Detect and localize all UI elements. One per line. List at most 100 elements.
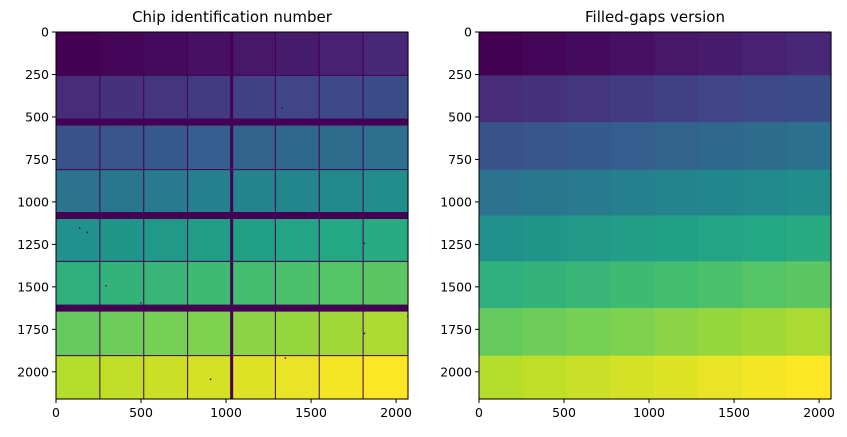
chip-cell (742, 308, 787, 357)
chip-cell (319, 355, 364, 400)
chip-cell (275, 308, 320, 357)
chip-id-title: Chip identification number (132, 8, 333, 26)
chip-cell (479, 75, 524, 123)
chip-cell (231, 75, 276, 123)
chip-cell (56, 32, 101, 76)
chip-cell (654, 75, 699, 123)
chip-cell (143, 75, 189, 123)
y-tick-label: 0 (464, 25, 472, 40)
chip-cell (786, 215, 832, 262)
chip-cell (698, 308, 743, 357)
y-tick-label: 2000 (17, 364, 49, 379)
chip-cell (566, 215, 612, 262)
chip-cell (275, 261, 320, 309)
chip-cell (187, 122, 233, 171)
chip-cell (742, 215, 787, 262)
x-tick-label: 1500 (295, 405, 327, 420)
chip-cell (654, 32, 699, 76)
chip-cell (319, 261, 364, 309)
chip-cell (187, 308, 233, 357)
chip-cell (275, 75, 320, 123)
chip-cell (522, 215, 568, 262)
chip-cell (610, 169, 656, 217)
chip-cell (566, 75, 612, 123)
chip-id-panel: Chip identification number 0 500 1000 1500 2… (17, 8, 412, 420)
chip-cell (610, 308, 656, 357)
chip-cell (610, 215, 656, 262)
chip-cell (522, 32, 568, 76)
chip-cell (319, 75, 364, 123)
chip-cell (786, 355, 832, 400)
chip-cell (56, 308, 101, 357)
chip-cell (275, 122, 320, 171)
chip-cell (742, 75, 787, 123)
dead-pixel (78, 227, 81, 229)
chip-cell (610, 75, 656, 123)
chip-cell (786, 75, 832, 123)
chip-cell (143, 122, 189, 171)
chip-cell (522, 261, 568, 309)
chip-cell (786, 169, 832, 217)
chip-cell (143, 169, 189, 217)
chip-cell (231, 261, 276, 309)
filled-gaps-axes: 0 500 1000 1500 2000 0 250 500 750 1000 1250 1500 17… (440, 25, 835, 421)
chip-cell (187, 169, 233, 217)
chip-cell (698, 32, 743, 76)
chip-cell (231, 32, 276, 76)
chip-cell (522, 122, 568, 171)
chip-cell (231, 215, 276, 262)
module-column-gap (230, 32, 234, 399)
chip-cell (99, 308, 145, 357)
chip-cell (610, 261, 656, 309)
y-tick-label: 1500 (17, 279, 49, 294)
chip-cell (786, 32, 832, 76)
chip-cell (187, 75, 233, 123)
chip-cell (275, 215, 320, 262)
chip-cell (99, 355, 145, 400)
dead-pixel (363, 332, 366, 335)
y-tick-label: 1250 (440, 237, 472, 252)
chip-cell (319, 122, 364, 171)
chip-id-cells (56, 32, 409, 400)
chip-cell (99, 169, 145, 217)
chip-id-gaps (56, 32, 409, 399)
chip-cell (654, 355, 699, 400)
y-tick-label: 250 (448, 67, 472, 82)
chip-cell (698, 75, 743, 123)
y-tick-label: 1250 (17, 237, 49, 252)
chip-cell (143, 261, 189, 309)
dead-pixel (281, 107, 283, 110)
chip-cell (231, 122, 276, 171)
chip-cell (522, 169, 568, 217)
filled-gaps-panel: Filled-gaps version 0 500 1000 1500 2000 0 250… (440, 8, 835, 420)
chip-cell (275, 169, 320, 217)
chip-cell (610, 32, 656, 76)
chip-cell (56, 75, 101, 123)
chip-cell (479, 355, 524, 400)
x-tick-label: 500 (129, 405, 153, 420)
chip-cell (479, 308, 524, 357)
chip-cell (187, 215, 233, 262)
chip-cell (363, 32, 409, 76)
chip-cell (654, 261, 699, 309)
y-tick-label: 1500 (440, 279, 472, 294)
y-tick-label: 750 (448, 152, 472, 167)
chip-cell (566, 308, 612, 357)
chip-cell (99, 261, 145, 309)
x-tick-label: 1500 (718, 405, 750, 420)
filled-gaps-frame (478, 31, 832, 400)
chip-cell (231, 169, 276, 217)
chip-cell (56, 122, 101, 171)
chip-cell (99, 215, 145, 262)
chip-cell (99, 122, 145, 171)
y-tick-label: 750 (25, 152, 49, 167)
chip-cell (479, 261, 524, 309)
chip-cell (231, 355, 276, 400)
chip-cell (742, 32, 787, 76)
chip-cell (479, 169, 524, 217)
chip-cell (319, 215, 364, 262)
filled-gaps-title: Filled-gaps version (585, 8, 725, 26)
chip-cell (363, 169, 409, 217)
y-tick-label: 2000 (440, 364, 472, 379)
